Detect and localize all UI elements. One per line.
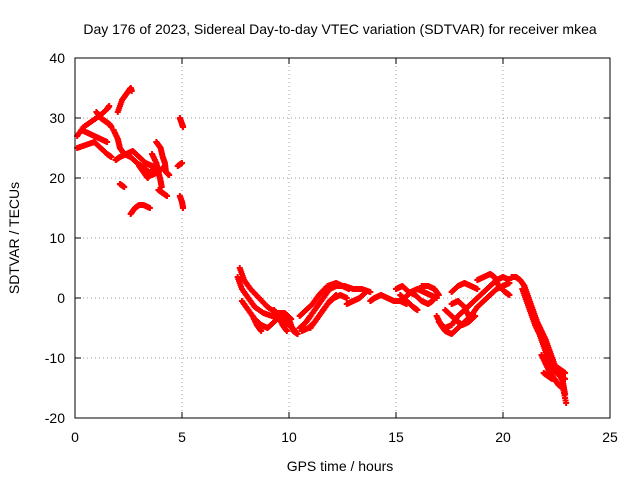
data-point [363, 289, 370, 295]
data-point [128, 88, 135, 94]
data-point [106, 103, 113, 109]
y-tick-label: 20 [49, 170, 65, 186]
data-point [429, 298, 436, 304]
axis-ticks [74, 57, 611, 419]
data-point [180, 124, 187, 130]
data-point [151, 163, 158, 169]
x-axis-label: GPS time / hours [287, 458, 394, 474]
y-axis-label: SDTVAR / TECUs [6, 182, 22, 294]
y-tick-label: -10 [45, 350, 65, 366]
data-point [104, 139, 111, 145]
data-point [294, 331, 301, 337]
data-point [562, 376, 569, 382]
data-point [563, 400, 570, 406]
data-point [258, 328, 265, 334]
data-point [549, 376, 556, 382]
x-tick-label: 10 [281, 429, 297, 445]
data-point [343, 295, 350, 301]
data-point [121, 184, 128, 190]
x-tick-label: 0 [71, 429, 79, 445]
data-point [562, 370, 569, 376]
data-point [472, 313, 479, 319]
y-tick-label: 30 [49, 110, 65, 126]
x-tick-label: 15 [388, 429, 404, 445]
data-point [435, 292, 442, 298]
data-point [164, 193, 171, 199]
data-point [465, 313, 472, 319]
data-point [474, 286, 481, 292]
chart-title: Day 176 of 2023, Sidereal Day-to-day VTE… [83, 21, 596, 37]
x-tick-label: 25 [602, 429, 618, 445]
data-point [179, 160, 185, 166]
y-tick-label: -20 [45, 410, 65, 426]
grid-lines [75, 58, 610, 418]
data-point [146, 205, 153, 211]
data-point [283, 328, 290, 334]
x-tick-label: 20 [495, 429, 511, 445]
tick-labels: 0 5 10 15 20 25 -20 -10 0 10 20 30 40 [45, 50, 618, 445]
data-point [108, 154, 115, 160]
data-point [333, 292, 340, 298]
data-points [74, 85, 570, 406]
y-tick-label: 10 [49, 230, 65, 246]
data-point [345, 286, 352, 292]
y-tick-label: 0 [57, 290, 65, 306]
x-tick-label: 5 [178, 429, 186, 445]
y-tick-label: 40 [49, 50, 65, 66]
data-point [180, 205, 187, 211]
data-point [506, 292, 513, 298]
data-point [414, 307, 421, 313]
series-mkea [74, 85, 570, 406]
data-point [166, 172, 173, 178]
